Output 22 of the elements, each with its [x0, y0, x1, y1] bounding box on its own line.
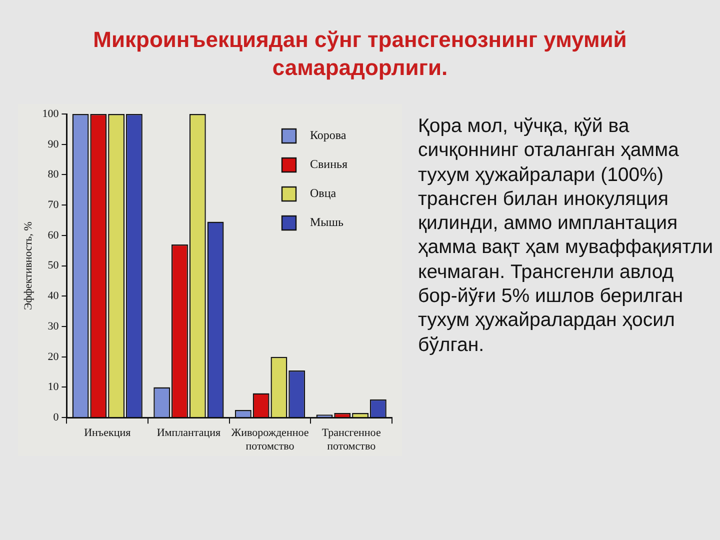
y-tick-label: 20: [48, 350, 60, 363]
text: Қора мол, чўчқа, қўй ва сичқоннинг оталанган ҳамма тухум ҳужайралари (100%) трансген билан инокуляция қилинди, аммо имплантация ҳамма вақт ҳам муваффақиятли кечмаган. Трансгенли авлод бор-йўғи 5% ишлов берилган тухум ҳужайралардан ҳосил бўлган.: [418, 115, 714, 356]
y-tick-label: 0: [53, 411, 60, 424]
y-tick-label: 60: [48, 229, 60, 242]
legend-label: Корова: [310, 128, 347, 142]
legend-label: Свинья: [310, 157, 348, 172]
x-tick-label: Имплантация: [156, 427, 221, 440]
legend-label: Мышь: [310, 215, 344, 230]
x-tick-label: Инъекция: [84, 427, 131, 440]
y-tick-label: 40: [48, 290, 60, 302]
y-tick-label: 70: [48, 198, 60, 211]
y-tick-label: 50: [48, 260, 60, 272]
y-tick-label: 30: [48, 320, 60, 332]
y-axis-title: Эффективность, %: [22, 222, 34, 310]
y-tick-label: 10: [48, 381, 60, 394]
y-tick-label: 80: [48, 168, 60, 181]
x-tick-label: Живорожденное потомство: [231, 427, 309, 452]
chart-title: Микроинъекциядан сўнг трансгенознинг умумий самарадорлиги.: [92, 26, 628, 82]
x-tick-label: Трансгенное потомство: [322, 427, 381, 452]
y-tick-label: 100: [42, 108, 60, 120]
legend-label: Овца: [310, 186, 337, 200]
y-tick-label: 90: [48, 138, 60, 150]
